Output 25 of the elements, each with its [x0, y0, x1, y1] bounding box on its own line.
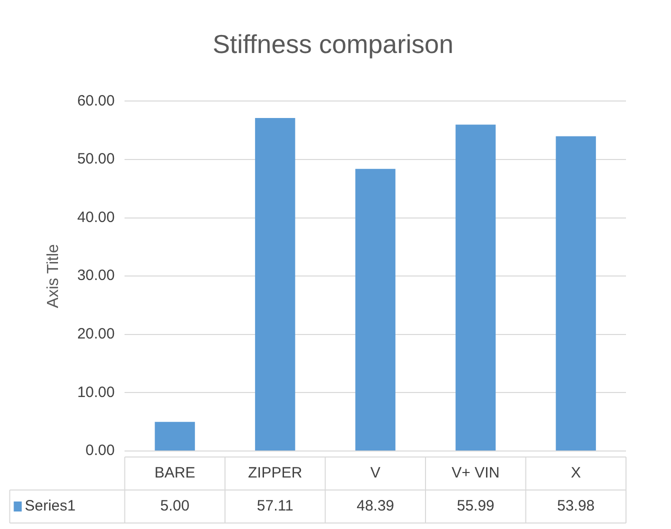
y-axis-title: Axis Title — [45, 244, 62, 308]
y-tick-label: 60.00 — [77, 92, 115, 110]
data-label: 53.98 — [557, 498, 595, 515]
y-tick-label: 30.00 — [77, 267, 115, 284]
data-label: 5.00 — [160, 498, 190, 515]
y-tick-label: 40.00 — [77, 208, 115, 226]
bar — [154, 422, 195, 450]
y-tick-label: 20.00 — [77, 326, 115, 343]
bar — [255, 118, 296, 450]
y-tick-label: 10.00 — [77, 384, 115, 401]
bar — [456, 124, 496, 450]
legend-label: Series1 — [24, 498, 76, 515]
chart-title: Stiffness comparison — [212, 28, 454, 59]
data-label: 57.11 — [256, 498, 294, 515]
bar — [355, 168, 396, 450]
y-tick-label: 0.00 — [86, 442, 115, 460]
x-tick-label: X — [570, 464, 581, 482]
x-tick-label: ZIPPER — [248, 464, 302, 482]
data-label: 48.39 — [356, 498, 394, 515]
data-label: 55.99 — [456, 498, 494, 515]
x-tick-label: BARE — [154, 464, 196, 482]
bar — [556, 136, 596, 450]
x-tick-label: V — [370, 464, 380, 482]
x-tick-label: V+ VIN — [452, 464, 500, 482]
y-tick-label: 50.00 — [77, 150, 115, 168]
